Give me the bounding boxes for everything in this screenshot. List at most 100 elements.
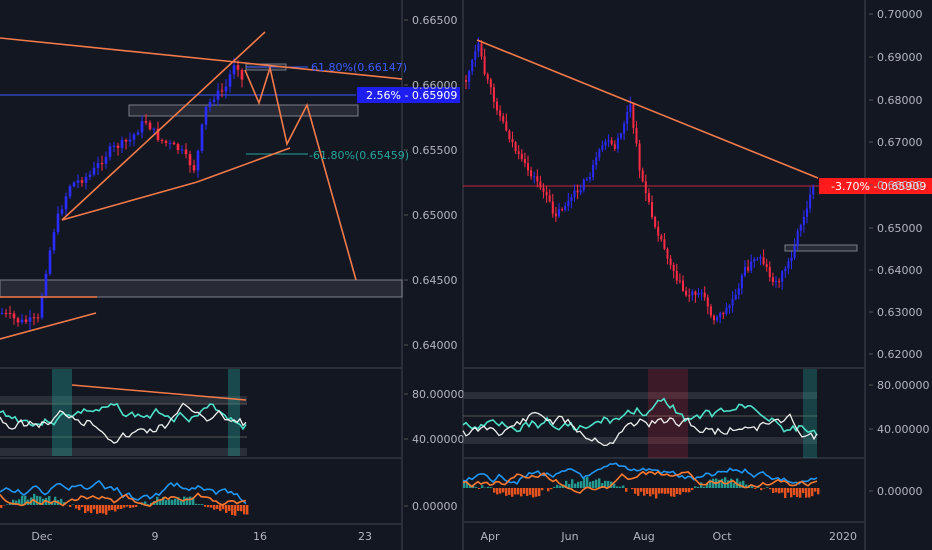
candle-body — [489, 79, 492, 88]
candle-body — [604, 141, 607, 146]
candle-body — [124, 140, 128, 142]
right-x-tick: 2020 — [829, 530, 857, 543]
candle-body — [685, 290, 688, 296]
candle-body — [675, 271, 678, 281]
candle-body — [68, 186, 72, 197]
right-trendline — [476, 39, 819, 179]
candle-body — [567, 200, 570, 207]
left-trendlines — [0, 31, 403, 340]
candle-body — [740, 275, 743, 289]
candle-body — [759, 257, 762, 259]
candle-body — [657, 226, 660, 236]
candle-body — [778, 281, 781, 283]
candle-body — [641, 170, 644, 182]
left-rsi-lines — [0, 402, 247, 444]
candle-body — [635, 127, 638, 144]
candle-body — [809, 194, 812, 209]
left-y-tick: 0.64500 — [412, 274, 458, 287]
right-y-tick: 0.66000 — [877, 179, 923, 192]
candle-body — [88, 174, 92, 177]
candle-body — [523, 159, 526, 164]
candle-body — [592, 164, 595, 178]
fib-lower-label: -61.80%(0.65459) — [309, 149, 409, 162]
candle-body — [208, 102, 212, 107]
right-x-tick: Apr — [480, 530, 500, 543]
candle-body — [492, 87, 495, 102]
right-ind2-y-tick: 0.00000 — [877, 485, 923, 498]
candle-body — [768, 266, 771, 278]
candle-body — [561, 209, 564, 211]
candle-body — [793, 245, 796, 258]
right-indicator-macd: 0.00000 — [462, 462, 923, 499]
candle-body — [28, 317, 32, 322]
candle-body — [737, 288, 740, 295]
candle-body — [96, 163, 100, 168]
candle-body — [160, 139, 164, 141]
candle-body — [52, 232, 56, 251]
candle-body — [806, 208, 808, 217]
candle-body — [60, 209, 64, 214]
candle-body — [784, 268, 787, 272]
candle-body — [725, 307, 728, 315]
candle-body — [678, 280, 681, 282]
candle-body — [638, 143, 641, 171]
candle-body — [16, 318, 20, 323]
candle-body — [496, 101, 498, 111]
candle-body — [224, 86, 228, 92]
candle-body — [188, 154, 192, 166]
candle-body — [728, 305, 731, 308]
right-ind1-y-tick: 40.00000 — [877, 423, 930, 436]
candle-body — [703, 292, 706, 298]
candle-body — [505, 121, 508, 131]
candle-body — [551, 201, 554, 214]
candle-body — [196, 150, 200, 171]
candle-body — [20, 319, 24, 323]
candle-body — [762, 257, 765, 265]
candle-body — [644, 181, 647, 194]
candle-body — [744, 266, 746, 276]
left-ind1-y-tick: 80.00000 — [412, 388, 465, 401]
candle-body — [112, 145, 116, 147]
candle-body — [40, 295, 44, 318]
left-zone-lower — [0, 279, 403, 298]
left-x-tick: 9 — [152, 530, 159, 543]
candle-body — [116, 145, 120, 148]
candle-body — [672, 264, 675, 272]
candle-body — [530, 170, 533, 177]
candle-body — [236, 65, 240, 70]
candle-body — [108, 146, 112, 157]
candle-body — [514, 142, 517, 152]
candle-body — [610, 140, 613, 145]
candle-body — [204, 106, 208, 125]
left-x-axis: Dec 9 16 23 — [31, 530, 372, 543]
candle-body — [228, 74, 232, 87]
candle-body — [734, 294, 737, 300]
candle-body — [623, 123, 626, 134]
candle-body — [554, 213, 557, 217]
candle-body — [790, 257, 793, 262]
candle-body — [148, 122, 152, 130]
right-y-tick: 0.62000 — [877, 348, 923, 361]
candle-body — [750, 261, 753, 271]
candle-body — [812, 186, 815, 195]
candle-body — [100, 163, 104, 165]
candle-body — [156, 128, 160, 140]
candle-body — [8, 312, 12, 314]
candle-body — [192, 165, 196, 171]
candle-body — [613, 144, 616, 150]
candle-body — [722, 312, 725, 315]
candle-body — [128, 139, 132, 142]
candle-body — [548, 195, 551, 202]
candle-body — [663, 239, 666, 249]
candle-body — [468, 71, 471, 82]
right-candles — [465, 37, 815, 325]
candle-body — [796, 230, 799, 246]
candle-body — [527, 163, 529, 171]
candle-body — [651, 202, 653, 218]
candle-body — [576, 190, 579, 193]
candle-body — [616, 138, 619, 150]
candle-body — [691, 291, 694, 296]
candle-body — [719, 312, 722, 318]
left-y-tick: 0.64000 — [412, 339, 458, 352]
candle-body — [471, 59, 474, 72]
